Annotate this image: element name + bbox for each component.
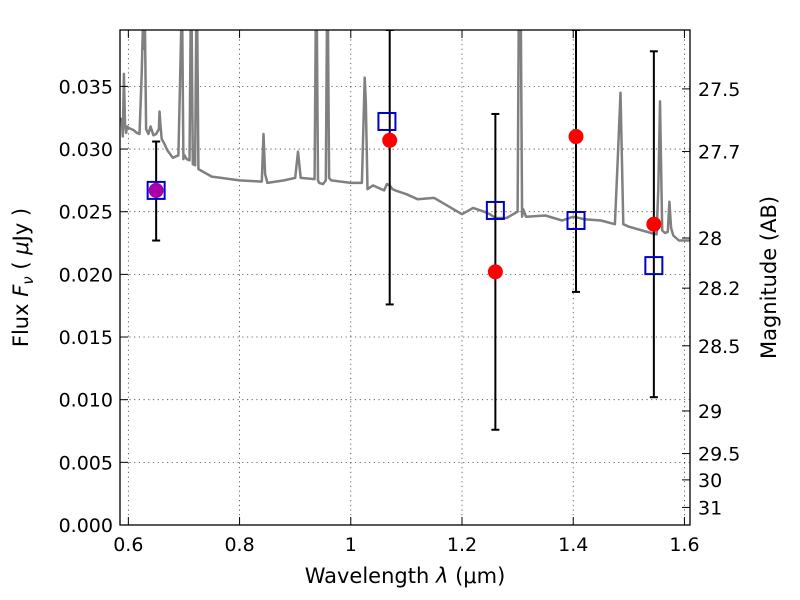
observed-point [382, 132, 398, 148]
y2-tick-label: 27.5 [698, 79, 740, 101]
y-axis-label-text: Flux [9, 303, 33, 347]
observed-point [568, 129, 584, 145]
y2-tick-label: 28.2 [698, 278, 740, 300]
x-axis-label-text: Wavelength [305, 564, 430, 588]
y-tick-label: 0.010 [59, 390, 113, 412]
y2-axis-label: Magnitude (AB) [757, 196, 781, 359]
x-axis-label: Wavelength λ (μm) [305, 564, 506, 588]
y2-tick-label: 30 [698, 470, 722, 492]
y2-tick-label: 29.5 [698, 444, 740, 466]
x-tick-label: 1.2 [447, 534, 477, 556]
x-tick-label: 1 [345, 534, 357, 556]
x-axis-label-unit: (μm) [455, 564, 505, 588]
y-axis-label: Flux Fν ( μJy ) [9, 208, 38, 347]
y-axis-label-subscript: ν [19, 276, 37, 284]
y-tick-label: 0.025 [59, 202, 113, 224]
x-tick-label: 1.6 [669, 534, 699, 556]
observed-point [487, 264, 503, 280]
y-tick-label: 0.000 [59, 515, 113, 537]
grid-lines [120, 30, 690, 526]
y-tick-label: 0.035 [59, 76, 113, 98]
observed-point [646, 216, 662, 232]
x-tick-label: 0.8 [224, 534, 254, 556]
plot-area [120, 30, 690, 431]
axis-ticks: 0.6 0.8 1 1.2 1.4 1.6 0.000 0.005 0.010 0.015 0.02… [59, 30, 740, 556]
model-square-point [644, 256, 664, 276]
y-tick-label: 0.020 [59, 264, 113, 286]
y-axis-label-unit-rest: Jy ) [9, 208, 33, 244]
y2-tick-label: 27.7 [698, 142, 740, 164]
model-square-point [146, 180, 166, 200]
x-axis-label-symbol: λ [435, 564, 448, 588]
x-tick-label: 1.4 [558, 534, 588, 556]
plot-frame [119, 29, 691, 526]
y2-tick-label: 28.5 [698, 336, 740, 358]
y2-tick-label: 28 [698, 228, 722, 250]
y-tick-label: 0.005 [59, 452, 113, 474]
y-tick-label: 0.030 [59, 139, 113, 161]
y2-tick-label: 31 [698, 497, 722, 519]
model-square-point [377, 111, 397, 131]
y-axis-label-symbol: F [9, 284, 33, 297]
y-axis-label-unit-symbol: μ [9, 241, 33, 255]
y-tick-label: 0.015 [59, 327, 113, 349]
model-square-point [566, 210, 586, 230]
model-square-point [485, 200, 505, 220]
y2-tick-label: 29 [698, 401, 722, 423]
template-spectrum-line [120, 30, 690, 242]
x-tick-label: 0.6 [113, 534, 143, 556]
observed-point [148, 182, 164, 198]
y-axis-label-unit-open: ( [9, 261, 33, 269]
